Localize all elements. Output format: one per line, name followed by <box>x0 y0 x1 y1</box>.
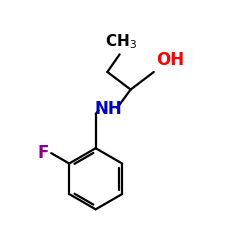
Text: CH$_3$: CH$_3$ <box>105 33 137 52</box>
Text: OH: OH <box>156 51 184 69</box>
Text: F: F <box>38 144 49 162</box>
Text: NH: NH <box>94 100 122 118</box>
